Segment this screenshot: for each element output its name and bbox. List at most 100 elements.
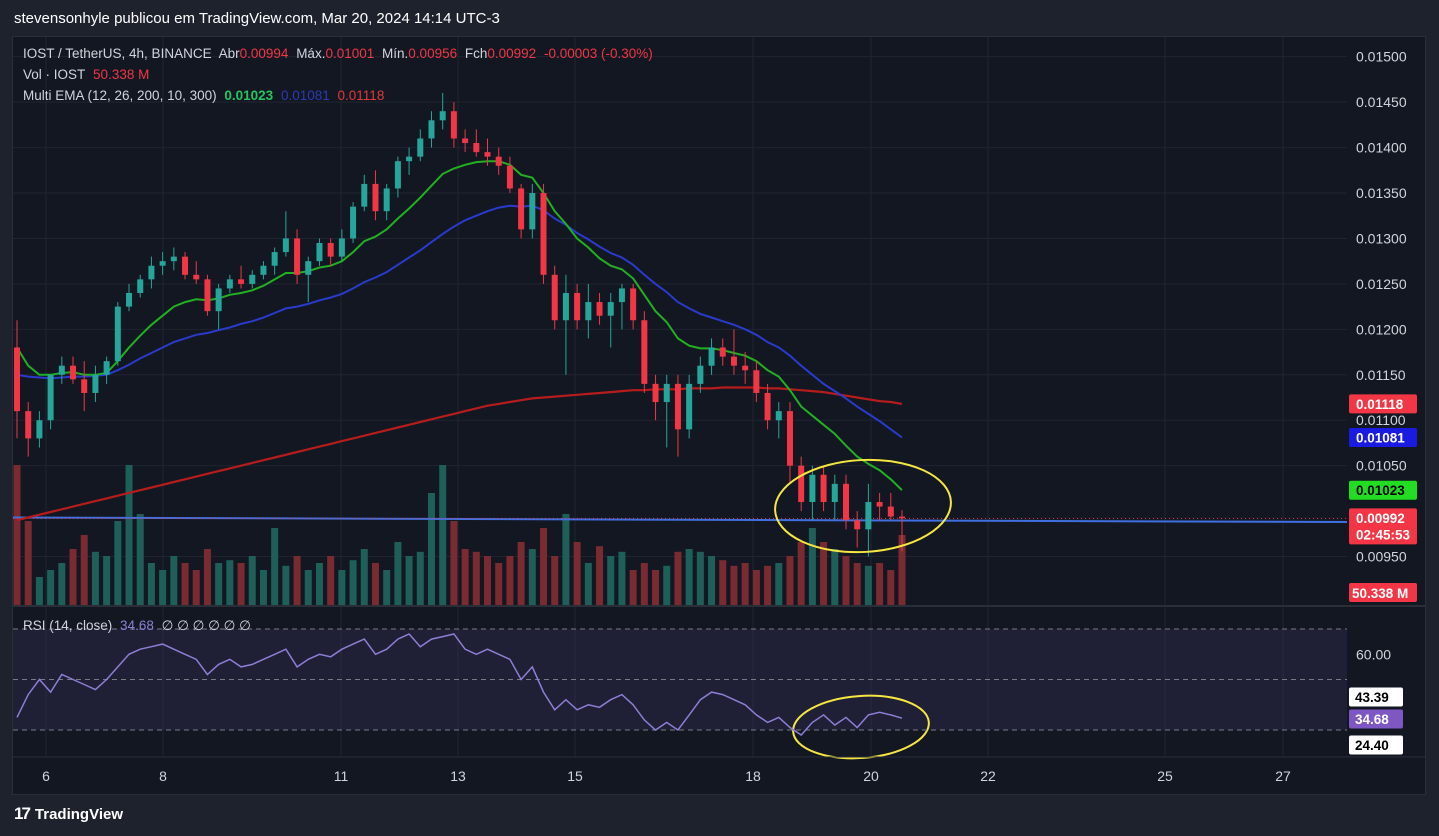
price-tick-label: 0.01150: [1356, 367, 1406, 383]
volume-bar: [192, 570, 200, 605]
candle-body: [831, 483, 838, 503]
time-tick-label: 20: [863, 768, 879, 784]
time-axis: 6 8 11 13 15 18 20 22 25 27: [42, 768, 1291, 784]
candle: [204, 274, 211, 316]
volume-bar: [517, 542, 525, 605]
legend-symbol[interactable]: IOST / TetherUS, 4h, BINANCE: [23, 46, 212, 61]
ema12-line: [16, 160, 903, 491]
candle: [406, 147, 413, 175]
candle: [473, 129, 480, 157]
volume-layer: [13, 465, 906, 605]
candle-body: [260, 265, 267, 275]
candle-body: [506, 165, 513, 189]
volume-bar: [293, 556, 301, 605]
candle-body: [518, 188, 525, 230]
candle: [809, 465, 816, 521]
volume-bar: [58, 563, 66, 605]
candle: [574, 283, 581, 330]
legend-high-label: Máx.: [296, 46, 326, 61]
volume-bar: [551, 556, 559, 605]
legend-low-value: 0.00956: [408, 46, 458, 61]
candle: [786, 402, 793, 484]
candle-body: [182, 256, 189, 275]
legend-vol-value: 50.338 M: [93, 67, 150, 82]
rsi-tag-label: 24.40: [1355, 738, 1389, 753]
candle-body: [294, 238, 301, 275]
volume-bar: [820, 542, 828, 605]
candle: [70, 356, 77, 384]
price-tick-label: 0.01350: [1356, 185, 1407, 201]
candle: [361, 174, 368, 212]
volume-bar: [136, 514, 144, 605]
candle: [428, 111, 435, 148]
trendline: [13, 516, 1348, 524]
candle: [215, 283, 222, 330]
volume-bar: [472, 551, 480, 605]
volume-bar: [584, 563, 592, 605]
candle-body: [170, 256, 177, 262]
candle-body: [394, 161, 401, 189]
volume-bar: [741, 563, 749, 605]
candle-body: [70, 365, 77, 380]
candle: [350, 202, 357, 243]
time-tick-label: 18: [745, 768, 761, 784]
candle: [820, 465, 827, 512]
chart-frame[interactable]: 0.01500 0.01450 0.01400 0.01350 0.01300 0.012…: [12, 36, 1426, 795]
rsi-layer: [13, 628, 1347, 736]
volume-bar: [596, 546, 604, 605]
volume-bar: [147, 563, 155, 605]
volume-bar: [640, 563, 648, 605]
time-tick-label: 27: [1275, 768, 1291, 784]
candle: [775, 402, 782, 439]
volume-bar: [540, 528, 548, 605]
legend-rsi-label[interactable]: RSI (14, close): [23, 618, 113, 633]
candle-body: [899, 516, 905, 519]
volume-bar: [203, 549, 211, 605]
candle: [495, 147, 502, 175]
volume-bar: [349, 560, 357, 605]
candle-body: [484, 152, 491, 157]
legend-low-label: Mín.: [382, 46, 409, 61]
rsi-tag: [1349, 709, 1403, 729]
price-tick-label: 0.01250: [1356, 276, 1407, 292]
legend-rsi-extra: ∅ ∅ ∅ ∅ ∅ ∅: [161, 618, 251, 633]
volume-bar: [338, 570, 346, 605]
legend-close-value: 0.00992: [487, 46, 537, 61]
volume-bar: [573, 542, 581, 605]
candle: [439, 93, 446, 130]
volume-bar: [394, 542, 402, 605]
volume-bar: [764, 565, 772, 605]
candle: [260, 261, 267, 280]
candle-body: [193, 274, 200, 280]
volume-bar: [248, 556, 256, 605]
candle-body: [439, 111, 446, 121]
legend-ema12-value: 0.01023: [224, 88, 274, 103]
legend-ohlc: IOST / TetherUS, 4h, BINANCE Abr0.00994 …: [23, 46, 657, 61]
candle: [338, 229, 345, 262]
candle-body: [159, 261, 166, 266]
candle: [58, 356, 65, 384]
volume-bar: [24, 521, 32, 605]
candle: [652, 374, 659, 421]
candle-body: [47, 374, 54, 421]
time-tick-label: 25: [1157, 768, 1173, 784]
candle: [14, 320, 20, 439]
candle-body: [473, 143, 480, 153]
candle-body: [775, 411, 782, 421]
candle-body: [137, 279, 144, 293]
price-tag-label: 0.00992: [1356, 511, 1405, 526]
chart-svg[interactable]: 0.01500 0.01450 0.01400 0.01350 0.01300 0.012…: [13, 37, 1425, 794]
legend-ema-label[interactable]: Multi EMA (12, 26, 200, 10, 300): [23, 88, 217, 103]
volume-bar: [495, 563, 503, 605]
candle-body: [495, 156, 502, 166]
volume-bar: [808, 528, 816, 605]
legend-vol-label[interactable]: Vol · IOST: [23, 67, 86, 82]
volume-bar: [271, 528, 279, 605]
volume-bar: [226, 560, 234, 605]
grid-layer: [13, 37, 1347, 757]
candle: [831, 474, 838, 521]
legend-high-value: 0.01001: [325, 46, 375, 61]
volume-bar: [215, 563, 223, 605]
candle-body: [450, 111, 457, 139]
candle-body: [764, 392, 771, 421]
